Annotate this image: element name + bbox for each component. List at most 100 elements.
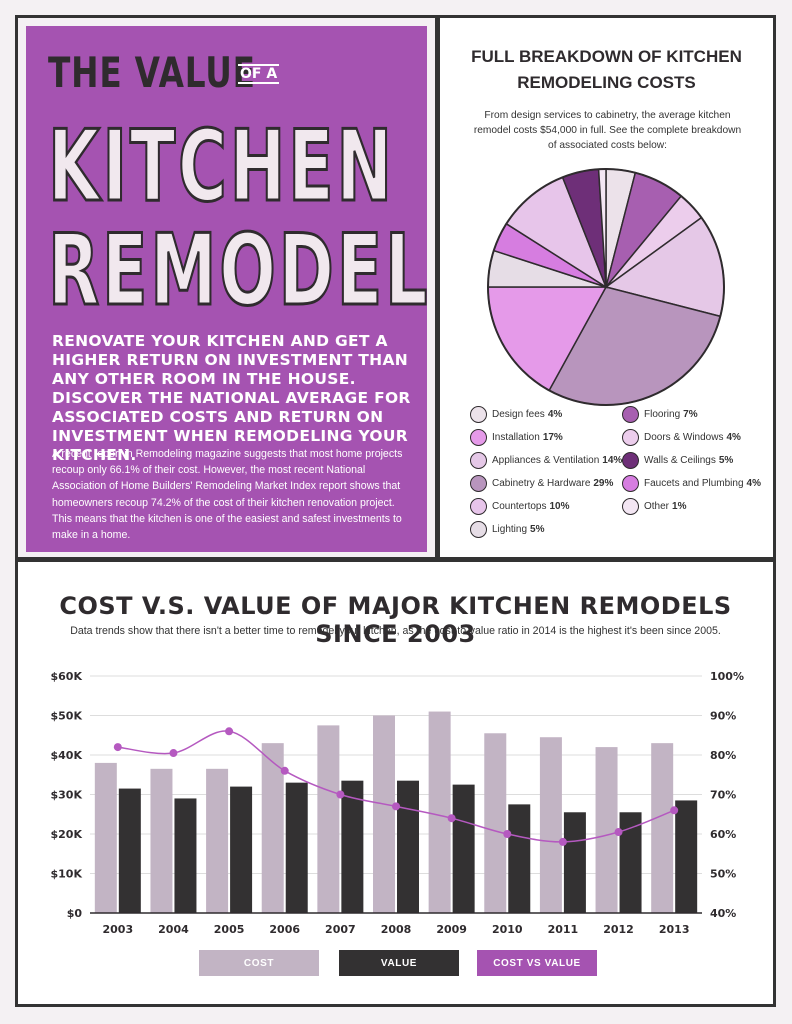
value-bar bbox=[563, 812, 586, 913]
value-bar bbox=[118, 788, 141, 913]
value-bar bbox=[230, 786, 253, 913]
hero-title-remodel: REMODEL bbox=[47, 214, 431, 328]
pie-legend-item: Installation 17% bbox=[470, 429, 563, 446]
cost-vs-value-point bbox=[225, 727, 234, 736]
hero-title-kitchen: KITCHEN bbox=[47, 110, 395, 224]
right-tick-label: 50% bbox=[710, 868, 736, 881]
x-tick-label: 2013 bbox=[659, 923, 690, 936]
value-bar bbox=[675, 800, 698, 913]
breakdown-title: FULL BREAKDOWN OF KITCHEN REMODELING COS… bbox=[440, 44, 773, 96]
legend-value: 4% bbox=[547, 409, 563, 420]
hero-title-of-a: OF A bbox=[238, 64, 280, 84]
breakdown-description: From design services to cabinetry, the a… bbox=[473, 110, 742, 151]
left-tick-label: $0 bbox=[67, 907, 83, 920]
legend-value: 4% bbox=[746, 478, 761, 489]
pie-legend-item: Lighting 5% bbox=[470, 521, 544, 538]
cost-vs-value-point bbox=[392, 802, 400, 811]
value-bar bbox=[397, 780, 419, 913]
cost-vs-value-point bbox=[447, 814, 456, 823]
x-tick-label: 2010 bbox=[492, 923, 523, 936]
cost-bar bbox=[484, 733, 507, 913]
left-tick-label: $50K bbox=[51, 710, 83, 723]
bar-chart-title: COST V.S. VALUE OF MAJOR KITCHEN REMODEL… bbox=[59, 592, 732, 648]
right-tick-label: 100% bbox=[710, 670, 744, 683]
pie-legend-item: Cabinetry & Hardware 29% bbox=[470, 475, 613, 492]
legend-value-button[interactable]: VALUE bbox=[339, 950, 459, 976]
pie-legend-item: Walls & Ceilings 5% bbox=[622, 452, 733, 469]
legend-cost-vs-value-button[interactable]: COST vs VALUE bbox=[477, 950, 597, 976]
pie-legend-item: Doors & Windows 4% bbox=[622, 429, 741, 446]
x-tick-label: 2007 bbox=[325, 923, 356, 936]
cost-bar bbox=[373, 715, 395, 913]
legend-swatch-icon bbox=[470, 498, 487, 515]
pie-legend-item: Countertops 10% bbox=[470, 498, 570, 515]
right-tick-label: 80% bbox=[710, 749, 736, 762]
value-bar bbox=[619, 812, 642, 913]
cost-bar bbox=[261, 743, 284, 913]
value-bar bbox=[452, 784, 475, 913]
legend-label: Doors & Windows bbox=[644, 432, 724, 443]
legend-label: Design fees bbox=[492, 409, 545, 420]
legend-swatch-icon bbox=[622, 498, 639, 515]
x-tick-label: 2012 bbox=[603, 923, 634, 936]
value-bar bbox=[174, 798, 197, 913]
breakdown-panel: FULL BREAKDOWN OF KITCHEN REMODELING COS… bbox=[437, 15, 776, 560]
legend-label: Lighting bbox=[492, 524, 528, 535]
left-tick-label: $40K bbox=[51, 749, 83, 762]
x-tick-label: 2008 bbox=[381, 923, 412, 936]
cost-vs-value-point bbox=[670, 806, 679, 815]
cost-vs-value-point bbox=[558, 837, 567, 846]
legend-value: 1% bbox=[672, 501, 687, 512]
breakdown-title-line2: REMODELING COSTS bbox=[517, 73, 696, 92]
legend-value: 14% bbox=[602, 455, 623, 466]
cost-bar bbox=[651, 743, 674, 913]
right-tick-label: 60% bbox=[710, 828, 736, 841]
legend-label: Appliances & Ventilation bbox=[492, 455, 600, 466]
hero-intro: RENOVATE YOUR KITCHEN AND GET A HIGHER R… bbox=[52, 332, 411, 464]
breakdown-title-line1: FULL BREAKDOWN OF KITCHEN bbox=[471, 47, 742, 66]
cost-vs-value-point bbox=[113, 743, 122, 752]
bar-chart: $0 $10K $20K $30K $40K $50K $60K 40% 50% 60% 70% 80… bbox=[51, 670, 744, 936]
legend-value: 7% bbox=[683, 409, 698, 420]
cost-vs-value-point bbox=[614, 828, 623, 837]
cost-bar bbox=[595, 747, 618, 913]
legend-swatch-icon bbox=[470, 406, 487, 423]
pie-legend-item: Other 1% bbox=[622, 498, 686, 515]
cost-vs-value-point bbox=[503, 830, 512, 838]
legend-label: Cabinetry & Hardware bbox=[492, 478, 591, 489]
legend-label: Faucets and Plumbing bbox=[644, 478, 744, 489]
x-tick-label: 2004 bbox=[158, 923, 189, 936]
x-tick-label: 2011 bbox=[548, 923, 579, 936]
legend-swatch-icon bbox=[622, 452, 639, 469]
hero-background: THE VALUE OF A KITCHEN REMODEL RENOVATE … bbox=[26, 26, 431, 552]
x-tick-label: 2009 bbox=[436, 923, 467, 936]
value-bar bbox=[285, 782, 308, 913]
right-tick-label: 70% bbox=[710, 789, 736, 802]
legend-swatch-icon bbox=[622, 406, 639, 423]
cost-vs-value-point bbox=[336, 790, 345, 799]
hero-panel: THE VALUE OF A KITCHEN REMODEL RENOVATE … bbox=[15, 15, 438, 560]
pie-legend-item: Flooring 7% bbox=[622, 406, 698, 423]
x-tick-label: 2006 bbox=[269, 923, 300, 936]
left-tick-label: $60K bbox=[51, 670, 83, 683]
cost-bar bbox=[150, 768, 173, 913]
pie-legend-item: Faucets and Plumbing 4% bbox=[622, 475, 761, 492]
x-tick-label: 2003 bbox=[103, 923, 134, 936]
legend-swatch-icon bbox=[622, 475, 639, 492]
legend-value: 5% bbox=[718, 455, 734, 466]
legend-label: Countertops bbox=[492, 501, 547, 512]
cost-vs-value-line bbox=[117, 730, 675, 843]
x-tick-label: 2005 bbox=[214, 923, 245, 936]
legend-value: 29% bbox=[593, 478, 614, 489]
legend-swatch-icon bbox=[470, 475, 487, 492]
legend-swatch-icon bbox=[622, 429, 639, 446]
legend-value: 10% bbox=[549, 501, 570, 512]
legend-value: 4% bbox=[726, 432, 741, 443]
pie-legend-item: Design fees 4% bbox=[470, 406, 562, 423]
value-bar bbox=[341, 780, 364, 913]
hero-body: A recent report in Remodeling magazine s… bbox=[52, 448, 403, 542]
legend-cost-button[interactable]: COST bbox=[199, 950, 319, 976]
legend-value: 17% bbox=[542, 432, 563, 443]
pie-legend-item: Appliances & Ventilation 14% bbox=[470, 452, 622, 469]
cost-bar bbox=[206, 768, 229, 913]
